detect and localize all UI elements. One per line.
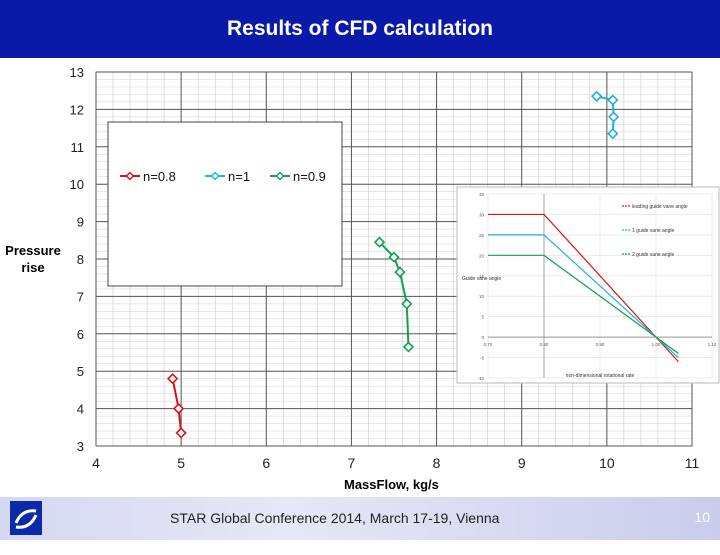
inset-chart-y-tick-label: 0 [481,335,484,340]
main-chart-x-tick-label: 6 [262,455,270,471]
inset-chart-y-tick-label: 35 [479,192,485,197]
inset-chart-y-tick-label: -5 [480,356,484,361]
inset-chart-x-tick-label: 1.00 [652,342,661,347]
inset-chart-x-tick-label: 0.90 [596,342,605,347]
main-chart-x-tick-label: 11 [685,455,700,471]
title-bar: Results of CFD calculation [0,0,720,58]
inset-chart-legend-label: leading guide vane angle [632,204,688,210]
main-chart-data-point [607,128,619,140]
inset-chart-y-tick-label: 10 [479,294,485,299]
main-chart-ylabel: Pressure rise [5,243,61,275]
inset-chart-y-tick-label: 30 [479,212,485,217]
main-chart-data-point [608,111,620,123]
main-chart-legend-label: n=0.8 [143,169,176,184]
main-chart-xlabel: MassFlow, kg/s [344,477,439,492]
main-chart-x-tick-label: 8 [433,455,441,471]
inset-chart-series-line [488,234,679,358]
main-chart-y-tick-label: 9 [77,215,84,230]
main-chart-legend-marker [210,171,220,181]
main-chart-y-tick-label: 11 [71,140,85,155]
main-chart-series-line [596,95,615,134]
inset-chart-xlabel: non-dimensional rotational rate [566,373,635,379]
inset-chart-frame [456,186,720,384]
main-chart-data-point [591,90,603,102]
main-chart-legend-label: n=1 [228,169,250,184]
main-chart-data-point [373,236,386,248]
main-chart-data-point [394,266,406,278]
main-chart-legend-marker [125,171,135,181]
main-chart-x-tick-label: 9 [518,455,526,471]
main-chart-y-tick-label: 12 [70,102,84,117]
main-chart-y-tick-label: 3 [77,439,84,454]
inset-chart-y-tick-label: 5 [481,315,484,320]
inset-chart-legend-label: 1 guide vane angle [632,228,674,234]
main-chart-data-point [607,94,619,106]
main-chart-legend-box [107,121,343,287]
main-chart-x-tick-label: 10 [599,455,615,471]
main-chart-y-tick-label: 6 [77,327,84,342]
footer-bar: STAR Global Conference 2014, March 17-19… [0,497,720,540]
main-chart-y-tick-label: 4 [77,402,84,417]
inset-chart-y-tick-label: 20 [479,253,485,258]
main-chart-data-point [175,427,187,439]
main-chart-x-tick-label: 4 [92,455,100,471]
inset-chart-x-tick-label: 1.10 [708,342,717,347]
main-chart-data-point [401,298,413,310]
main-chart-data-point [388,251,400,263]
inset-chart-y-tick-label: 15 [479,274,485,279]
main-chart-x-tick-label: 7 [348,455,356,471]
slide-title: Results of CFD calculation [226,17,494,40]
main-chart-y-tick-label: 10 [70,177,84,192]
inset-chart-y-tick-label: -10 [477,376,484,381]
main-chart-y-tick-label: 13 [70,65,84,80]
inset-chart-legend-label: 2 guide vane angle [632,252,674,258]
page-number: 10 [694,509,710,525]
main-chart-legend-marker [275,171,285,181]
main-chart-data-point [402,341,415,353]
inset-chart-y-tick-label: 25 [479,233,485,238]
main-chart-data-point [166,373,179,385]
inset-chart-series-line [488,254,679,354]
inset-chart-x-tick-label: 0.70 [484,342,493,347]
main-chart-y-tick-label: 7 [77,289,84,304]
inset-chart-series-line [488,213,679,363]
main-chart-legend-label: n=0.9 [293,169,326,184]
main-chart-x-tick-label: 5 [177,455,185,471]
footer-text: STAR Global Conference 2014, March 17-19… [170,510,500,526]
main-chart-y-tick-label: 8 [77,252,84,267]
main-chart-data-point [172,402,185,415]
star-ccm-logo-icon [10,501,42,535]
main-chart-y-tick-label: 5 [77,364,84,379]
inset-chart-ylabel: Guide vane angle [462,276,501,282]
